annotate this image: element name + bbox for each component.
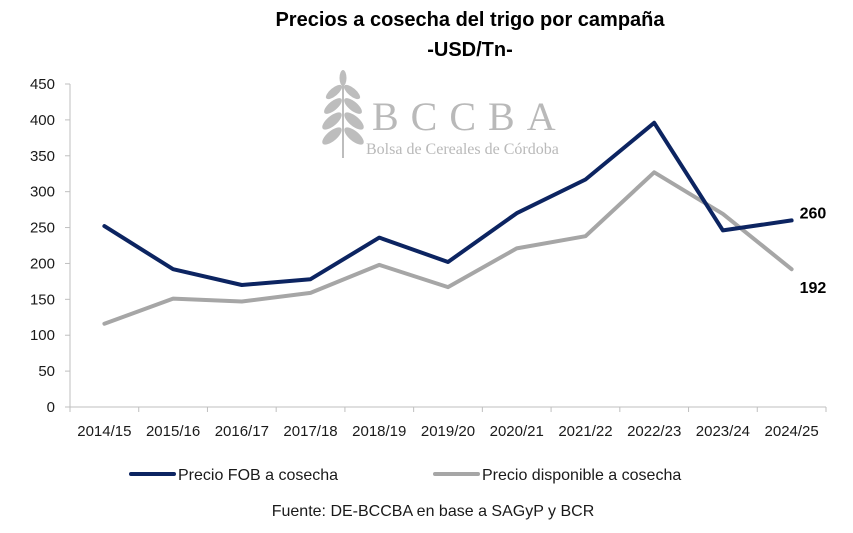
data-point	[240, 299, 244, 303]
data-point	[171, 267, 175, 271]
x-tick-label: 2018/19	[352, 423, 406, 440]
x-tick-label: 2022/23	[627, 423, 681, 440]
wheat-icon	[322, 70, 364, 158]
data-point	[102, 224, 106, 228]
data-point	[102, 322, 106, 326]
data-point	[583, 234, 587, 238]
x-ticks: 2014/15 2015/16 2016/17 2017/18 2018/19 2019/…	[69, 407, 827, 440]
watermark: BCCBA Bolsa de Cereales de Córdoba	[322, 70, 568, 158]
x-tick-label: 2020/21	[490, 423, 544, 440]
watermark-name: Bolsa de Cereales de Córdoba	[366, 141, 559, 158]
y-tick-label: 50	[38, 363, 55, 380]
y-tick-label: 200	[30, 255, 55, 272]
data-point	[377, 263, 381, 267]
data-point	[309, 291, 313, 295]
legend: Precio FOB a cosecha Precio disponible a…	[129, 467, 681, 484]
y-tick-label: 250	[30, 220, 55, 237]
y-tick-label: 150	[30, 291, 55, 308]
series-line-disponible	[102, 170, 794, 326]
y-tick-label: 400	[30, 112, 55, 129]
data-point	[790, 267, 794, 271]
y-tick-label: 350	[30, 148, 55, 165]
data-point	[652, 170, 656, 174]
x-tick-label: 2021/22	[558, 423, 612, 440]
y-ticks: 0 50 100 150 200 250 300 350 400 450	[30, 76, 70, 416]
data-point	[377, 236, 381, 240]
x-tick-label: 2015/16	[146, 423, 200, 440]
series-lines	[102, 120, 794, 326]
watermark-brand: BCCBA	[372, 94, 568, 139]
end-labels: 260 192	[800, 205, 827, 297]
legend-label-fob: Precio FOB a cosecha	[178, 467, 338, 484]
x-tick-label: 2016/17	[215, 423, 269, 440]
data-point	[515, 211, 519, 215]
y-tick-label: 300	[30, 184, 55, 201]
data-point	[583, 177, 587, 181]
x-tick-label: 2017/18	[283, 423, 337, 440]
data-point	[652, 121, 656, 125]
chart-subtitle: -USD/Tn-	[427, 39, 513, 61]
data-point	[309, 277, 313, 281]
source-note: Fuente: DE-BCCBA en base a SAGyP y BCR	[272, 503, 595, 520]
y-tick-label: 450	[30, 76, 55, 93]
data-point	[171, 297, 175, 301]
data-point	[790, 218, 794, 222]
y-tick-label: 100	[30, 327, 55, 344]
x-tick-label: 2024/25	[765, 423, 819, 440]
data-point	[721, 212, 725, 216]
end-label-disponible: 192	[800, 280, 827, 297]
data-point	[240, 283, 244, 287]
data-point	[446, 285, 450, 289]
axes	[69, 84, 826, 408]
x-tick-label: 2014/15	[77, 423, 131, 440]
y-tick-label: 0	[47, 399, 55, 416]
chart-title: Precios a cosecha del trigo por campaña	[275, 9, 665, 31]
data-point	[721, 228, 725, 232]
data-point	[515, 246, 519, 250]
data-point	[446, 260, 450, 264]
x-tick-label: 2023/24	[696, 423, 750, 440]
x-tick-label: 2019/20	[421, 423, 475, 440]
end-label-fob: 260	[800, 205, 827, 222]
legend-label-disponible: Precio disponible a cosecha	[482, 467, 681, 484]
